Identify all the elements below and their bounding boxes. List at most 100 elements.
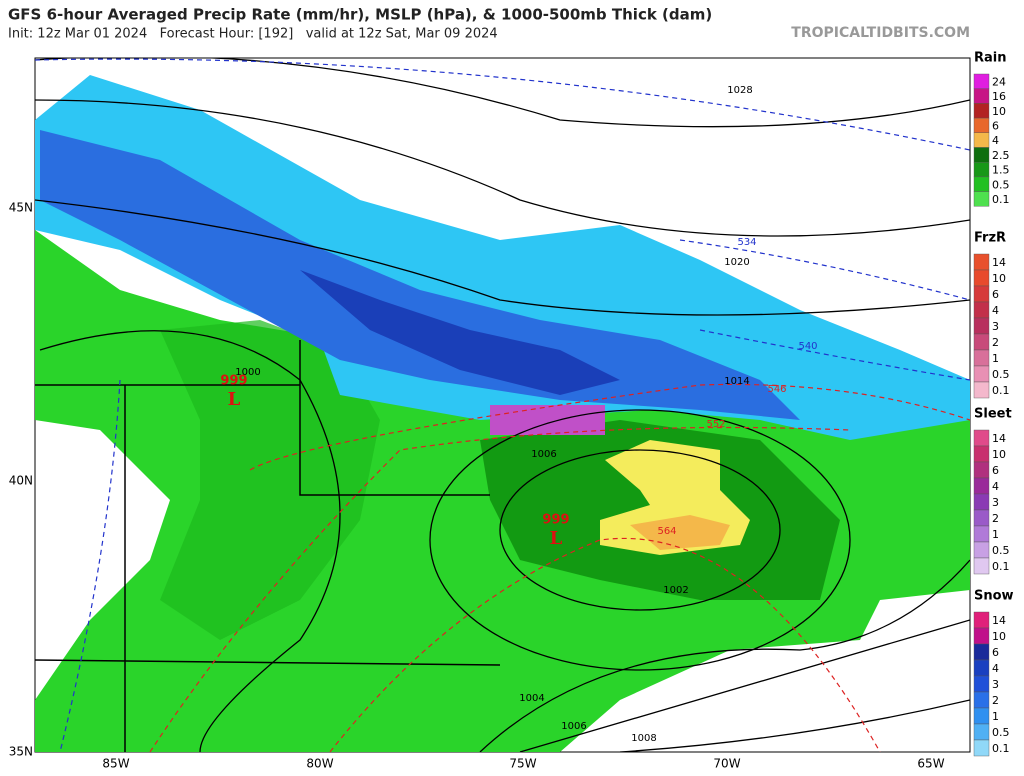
snow-mid <box>40 130 800 420</box>
legend-swatch <box>973 739 990 757</box>
legend-label: 10 <box>992 105 1006 118</box>
legend-label: 3 <box>992 496 999 509</box>
legend-label: 10 <box>992 448 1006 461</box>
legend-swatch <box>973 349 990 367</box>
legend-swatch <box>973 509 990 527</box>
title: GFS 6-hour Averaged Precip Rate (mm/hr),… <box>8 6 712 24</box>
isobar-label: 1028 <box>727 85 752 96</box>
legend-swatch <box>973 176 990 192</box>
legend-swatch <box>973 611 990 629</box>
legend-label: 1.5 <box>992 164 1010 177</box>
legend-swatch <box>973 723 990 741</box>
site-credit: TROPICALTIDBITS.COM <box>791 25 970 41</box>
legend-label: 10 <box>992 272 1006 285</box>
legend-label: 4 <box>992 134 999 147</box>
lon-label: 70W <box>713 757 740 771</box>
legend-label: 0.1 <box>992 742 1010 755</box>
legend-label: 6 <box>992 464 999 477</box>
legend-label: 0.1 <box>992 193 1010 206</box>
thickness-label: 540 <box>798 341 817 352</box>
isobar-label: 1006 <box>561 721 586 732</box>
legend-swatch <box>973 365 990 383</box>
legend-label: 1 <box>992 352 999 365</box>
legend-swatch <box>973 429 990 447</box>
low-pressure: 999 <box>220 374 247 389</box>
thickness-label: 534 <box>737 237 756 248</box>
legend-swatch <box>973 132 990 148</box>
legend-label: 4 <box>992 480 999 493</box>
isobar-label: 1006 <box>531 449 556 460</box>
legend-title: Rain <box>974 51 1007 66</box>
legend-swatch <box>973 445 990 463</box>
legend-swatch <box>973 643 990 661</box>
isobar-label: 1014 <box>724 376 749 387</box>
legend-label: 0.1 <box>992 560 1010 573</box>
low-symbol: L <box>228 389 241 410</box>
legend-swatch <box>973 381 990 399</box>
legend-label: 3 <box>992 320 999 333</box>
map <box>34 57 971 753</box>
legend-swatch <box>973 675 990 693</box>
thickness-label: 564 <box>657 526 676 537</box>
legend-label: 1 <box>992 528 999 541</box>
legend-title: Snow <box>974 589 1014 604</box>
legend-swatch <box>973 269 990 287</box>
legend-swatch <box>973 285 990 303</box>
legend-swatch <box>973 117 990 133</box>
legend-swatch <box>973 627 990 645</box>
legend-label: 0.1 <box>992 384 1010 397</box>
legend-swatch <box>973 161 990 178</box>
legend-label: 4 <box>992 304 999 317</box>
legend-label: 2 <box>992 512 999 525</box>
legend-swatch <box>973 147 990 163</box>
low-pressure: 999 <box>542 513 569 528</box>
legend-swatch <box>973 659 990 677</box>
legend-label: 14 <box>992 256 1006 269</box>
legend-label: 0.5 <box>992 368 1010 381</box>
lon-label: 80W <box>306 757 333 771</box>
legend-label: 2 <box>992 694 999 707</box>
legend-swatch <box>973 317 990 335</box>
lat-label: 35N <box>9 745 33 759</box>
legend-swatch <box>973 73 990 89</box>
rain-area <box>160 320 380 640</box>
legend-swatch <box>973 461 990 479</box>
subtitle: Init: 12z Mar 01 2024 Forecast Hour: [19… <box>8 27 498 42</box>
legend-label: 0.5 <box>992 726 1010 739</box>
legend-swatch <box>973 103 990 119</box>
legend-label: 2 <box>992 336 999 349</box>
lon-label: 65W <box>917 757 944 771</box>
legend-label: 3 <box>992 678 999 691</box>
rain-orange <box>630 515 730 550</box>
legend-label: 0.5 <box>992 544 1010 557</box>
thickness-label: 546 <box>767 384 786 395</box>
legend-swatch <box>973 691 990 709</box>
snow-heavy <box>300 270 620 395</box>
legend-swatch <box>973 525 990 543</box>
thickness-label: 552 <box>706 419 725 430</box>
legend-label: 16 <box>992 90 1006 103</box>
lon-label: 75W <box>509 757 536 771</box>
legend-label: 4 <box>992 662 999 675</box>
legend-swatch <box>973 557 990 575</box>
lon-label: 85W <box>102 757 129 771</box>
legend-swatch <box>973 301 990 319</box>
legend-swatch <box>973 191 990 207</box>
legend-swatch <box>973 88 990 104</box>
legend-title: Sleet <box>974 407 1012 422</box>
lat-label: 45N <box>9 201 33 215</box>
lat-label: 40N <box>9 474 33 488</box>
legend-swatch <box>973 477 990 495</box>
legend-label: 6 <box>992 288 999 301</box>
legend-swatch <box>973 541 990 559</box>
legend-label: 14 <box>992 614 1006 627</box>
legend-label: 10 <box>992 630 1006 643</box>
legend-swatch <box>973 253 990 271</box>
isobar-label: 1004 <box>519 693 544 704</box>
isobar-label: 1002 <box>663 585 688 596</box>
isobar-label: 1020 <box>724 257 749 268</box>
legend-swatch <box>973 707 990 725</box>
isobar-label: 1000 <box>235 367 260 378</box>
isobar-label: 1008 <box>631 733 656 744</box>
